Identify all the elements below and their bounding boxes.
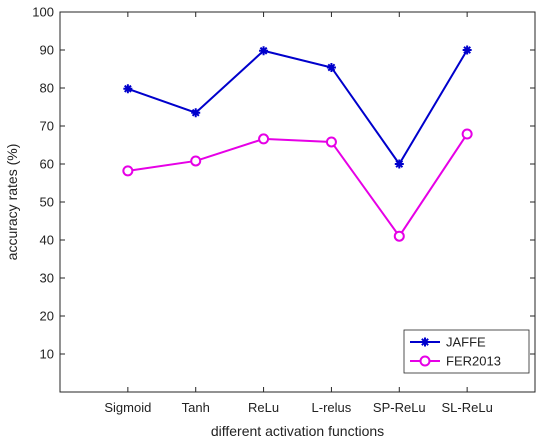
data-point-fer2013 bbox=[461, 128, 473, 140]
x-tick-label: L-relus bbox=[312, 400, 352, 415]
y-tick-label: 70 bbox=[40, 119, 54, 134]
y-tick-label: 30 bbox=[40, 271, 54, 286]
plot-area bbox=[59, 11, 536, 393]
x-tick-label: SL-ReLu bbox=[441, 400, 492, 415]
data-point-jaffe bbox=[191, 108, 201, 118]
series-line-jaffe bbox=[127, 49, 469, 166]
data-point-fer2013 bbox=[393, 230, 405, 242]
data-point-fer2013 bbox=[258, 133, 270, 145]
y-tick-label: 10 bbox=[40, 347, 54, 362]
y-tick-label: 90 bbox=[40, 43, 54, 58]
legend-label-jaffe: JAFFE bbox=[446, 335, 486, 350]
x-tick-label: Sigmoid bbox=[104, 400, 151, 415]
y-axis-ticks: 10 20 30 40 50 60 70 80 90 100 bbox=[32, 5, 535, 362]
legend: JAFFE FER2013 bbox=[403, 329, 530, 374]
x-axis-ticks: Sigmoid Tanh ReLu L-relus SP-ReLu SL-ReLu bbox=[104, 12, 493, 415]
legend-label-fer2013: FER2013 bbox=[446, 354, 501, 369]
x-tick-label: ReLu bbox=[248, 400, 279, 415]
y-tick-label: 40 bbox=[40, 233, 54, 248]
data-point-jaffe bbox=[123, 84, 133, 94]
data-point-jaffe bbox=[394, 159, 404, 169]
data-point-jaffe bbox=[462, 45, 472, 55]
data-point-fer2013 bbox=[190, 155, 202, 167]
legend-marker-fer2013 bbox=[419, 355, 431, 367]
y-tick-label: 100 bbox=[32, 5, 54, 20]
y-axis-label: accuracy rates (%) bbox=[4, 144, 20, 261]
data-point-fer2013 bbox=[325, 136, 337, 148]
y-tick-label: 50 bbox=[40, 195, 54, 210]
legend-marker-jaffe bbox=[420, 337, 430, 347]
x-tick-label: SP-ReLu bbox=[373, 400, 426, 415]
data-point-jaffe bbox=[259, 46, 269, 56]
series-line-fer2013 bbox=[127, 133, 468, 238]
y-tick-label: 20 bbox=[40, 309, 54, 324]
series-layer bbox=[122, 45, 473, 242]
y-tick-label: 60 bbox=[40, 157, 54, 172]
y-tick-label: 80 bbox=[40, 81, 54, 96]
x-tick-label: Tanh bbox=[182, 400, 210, 415]
data-point-fer2013 bbox=[122, 165, 134, 177]
x-axis-label: different activation functions bbox=[211, 423, 384, 439]
data-point-jaffe bbox=[326, 62, 336, 72]
